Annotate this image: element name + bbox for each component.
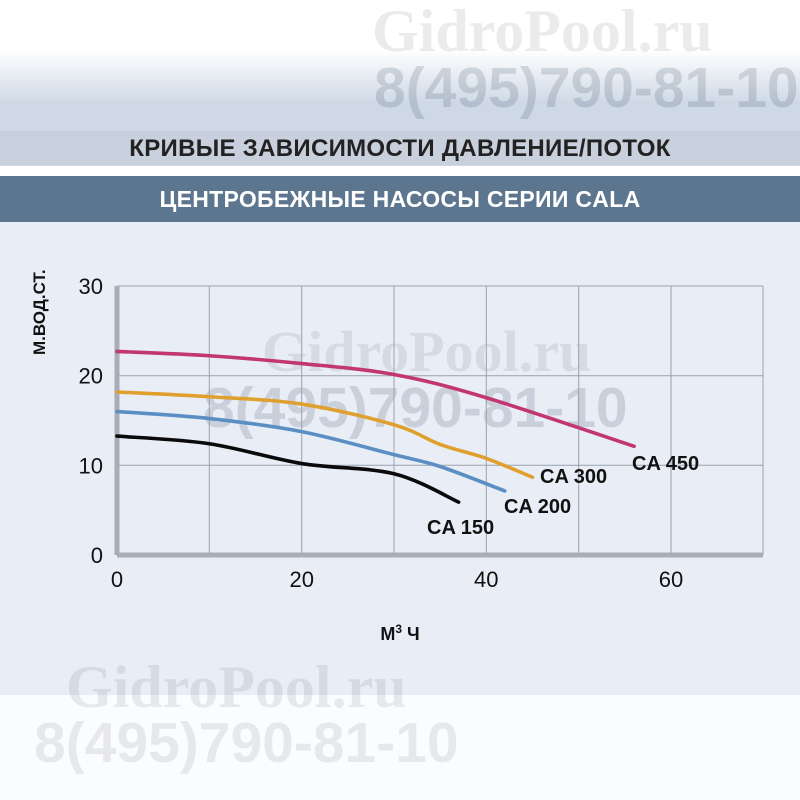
svg-text:CA 150: CA 150 bbox=[427, 517, 494, 539]
svg-text:CA 200: CA 200 bbox=[504, 496, 571, 518]
svg-text:20: 20 bbox=[289, 567, 313, 592]
svg-text:0: 0 bbox=[111, 567, 123, 592]
svg-text:10: 10 bbox=[79, 453, 103, 478]
svg-text:20: 20 bbox=[79, 364, 103, 389]
svg-text:CA 300: CA 300 bbox=[540, 466, 607, 488]
svg-text:30: 30 bbox=[79, 274, 103, 299]
svg-text:40: 40 bbox=[474, 567, 498, 592]
svg-text:0: 0 bbox=[91, 543, 103, 568]
svg-text:CA 450: CA 450 bbox=[632, 453, 699, 475]
svg-text:60: 60 bbox=[659, 567, 683, 592]
